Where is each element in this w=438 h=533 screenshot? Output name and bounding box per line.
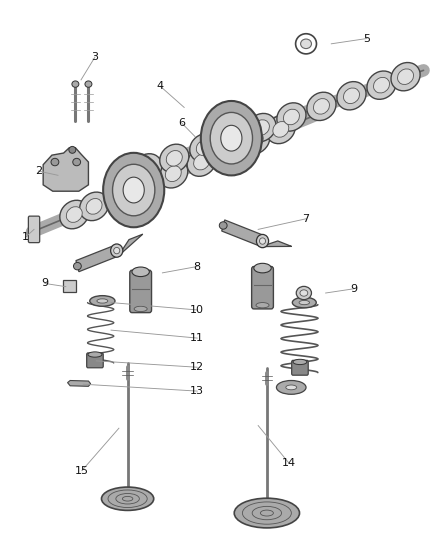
Ellipse shape — [201, 101, 262, 175]
Ellipse shape — [105, 182, 134, 210]
Ellipse shape — [166, 150, 182, 166]
Ellipse shape — [137, 177, 153, 193]
Ellipse shape — [293, 359, 307, 365]
Text: 3: 3 — [92, 52, 99, 62]
Ellipse shape — [139, 160, 155, 176]
Ellipse shape — [112, 188, 127, 204]
Ellipse shape — [88, 352, 102, 357]
Ellipse shape — [74, 262, 81, 270]
Polygon shape — [76, 234, 143, 272]
Ellipse shape — [90, 296, 115, 306]
Ellipse shape — [80, 192, 109, 221]
Ellipse shape — [215, 136, 244, 165]
Ellipse shape — [160, 144, 189, 173]
Ellipse shape — [296, 286, 311, 300]
Ellipse shape — [276, 381, 306, 394]
Ellipse shape — [66, 207, 82, 222]
Ellipse shape — [72, 81, 79, 87]
FancyBboxPatch shape — [28, 216, 40, 243]
Text: 2: 2 — [35, 166, 42, 176]
Ellipse shape — [60, 200, 89, 229]
Ellipse shape — [374, 77, 389, 93]
Text: 11: 11 — [190, 333, 204, 343]
FancyBboxPatch shape — [292, 360, 308, 375]
Ellipse shape — [314, 99, 329, 114]
Ellipse shape — [217, 124, 246, 152]
Ellipse shape — [85, 81, 92, 87]
Ellipse shape — [247, 114, 276, 142]
Ellipse shape — [256, 235, 268, 248]
Text: 6: 6 — [179, 118, 186, 128]
Ellipse shape — [398, 69, 413, 84]
Text: 12: 12 — [190, 362, 204, 372]
Ellipse shape — [307, 92, 336, 120]
FancyBboxPatch shape — [130, 270, 152, 313]
Ellipse shape — [283, 109, 300, 125]
Ellipse shape — [132, 267, 149, 277]
Ellipse shape — [343, 88, 360, 103]
Ellipse shape — [391, 62, 420, 91]
Ellipse shape — [234, 498, 300, 528]
Ellipse shape — [266, 115, 295, 144]
Text: 15: 15 — [75, 466, 89, 475]
Ellipse shape — [114, 247, 120, 254]
Ellipse shape — [254, 263, 271, 273]
Ellipse shape — [292, 297, 316, 308]
Ellipse shape — [86, 198, 102, 214]
Text: 13: 13 — [190, 386, 204, 396]
Ellipse shape — [102, 487, 154, 511]
Ellipse shape — [111, 244, 123, 257]
Ellipse shape — [367, 71, 396, 99]
Ellipse shape — [256, 303, 269, 308]
Text: 8: 8 — [194, 262, 201, 271]
Ellipse shape — [51, 158, 59, 166]
FancyBboxPatch shape — [87, 353, 103, 368]
Ellipse shape — [134, 306, 147, 312]
Ellipse shape — [300, 290, 308, 296]
Text: 9: 9 — [350, 284, 357, 294]
Ellipse shape — [254, 120, 269, 135]
Ellipse shape — [131, 171, 159, 200]
Ellipse shape — [103, 153, 164, 227]
Ellipse shape — [194, 154, 209, 170]
Text: 7: 7 — [303, 214, 310, 224]
Ellipse shape — [190, 134, 219, 162]
Ellipse shape — [222, 142, 238, 158]
Ellipse shape — [159, 159, 188, 188]
Ellipse shape — [277, 103, 306, 131]
Text: 9: 9 — [41, 278, 49, 288]
Ellipse shape — [223, 131, 239, 146]
Ellipse shape — [196, 140, 212, 156]
Polygon shape — [67, 381, 91, 386]
Text: 5: 5 — [364, 34, 371, 44]
Ellipse shape — [210, 112, 253, 164]
Ellipse shape — [165, 166, 181, 182]
Ellipse shape — [273, 122, 289, 137]
Ellipse shape — [123, 177, 144, 203]
Ellipse shape — [221, 125, 242, 151]
Polygon shape — [222, 220, 292, 247]
FancyBboxPatch shape — [63, 280, 76, 293]
Text: 10: 10 — [190, 305, 204, 315]
Ellipse shape — [286, 385, 297, 390]
FancyBboxPatch shape — [252, 266, 273, 309]
Ellipse shape — [97, 299, 108, 303]
Ellipse shape — [259, 238, 265, 244]
Text: 4: 4 — [157, 81, 164, 91]
Ellipse shape — [219, 222, 227, 229]
Ellipse shape — [133, 154, 162, 182]
Ellipse shape — [187, 148, 216, 176]
Ellipse shape — [300, 39, 311, 49]
Ellipse shape — [337, 82, 366, 110]
Ellipse shape — [247, 132, 263, 148]
Polygon shape — [43, 148, 88, 191]
Text: 1: 1 — [22, 232, 29, 243]
Ellipse shape — [73, 158, 81, 166]
Ellipse shape — [113, 164, 155, 216]
Text: 14: 14 — [282, 458, 296, 467]
Ellipse shape — [69, 147, 76, 154]
Ellipse shape — [299, 301, 310, 305]
Ellipse shape — [241, 126, 270, 154]
